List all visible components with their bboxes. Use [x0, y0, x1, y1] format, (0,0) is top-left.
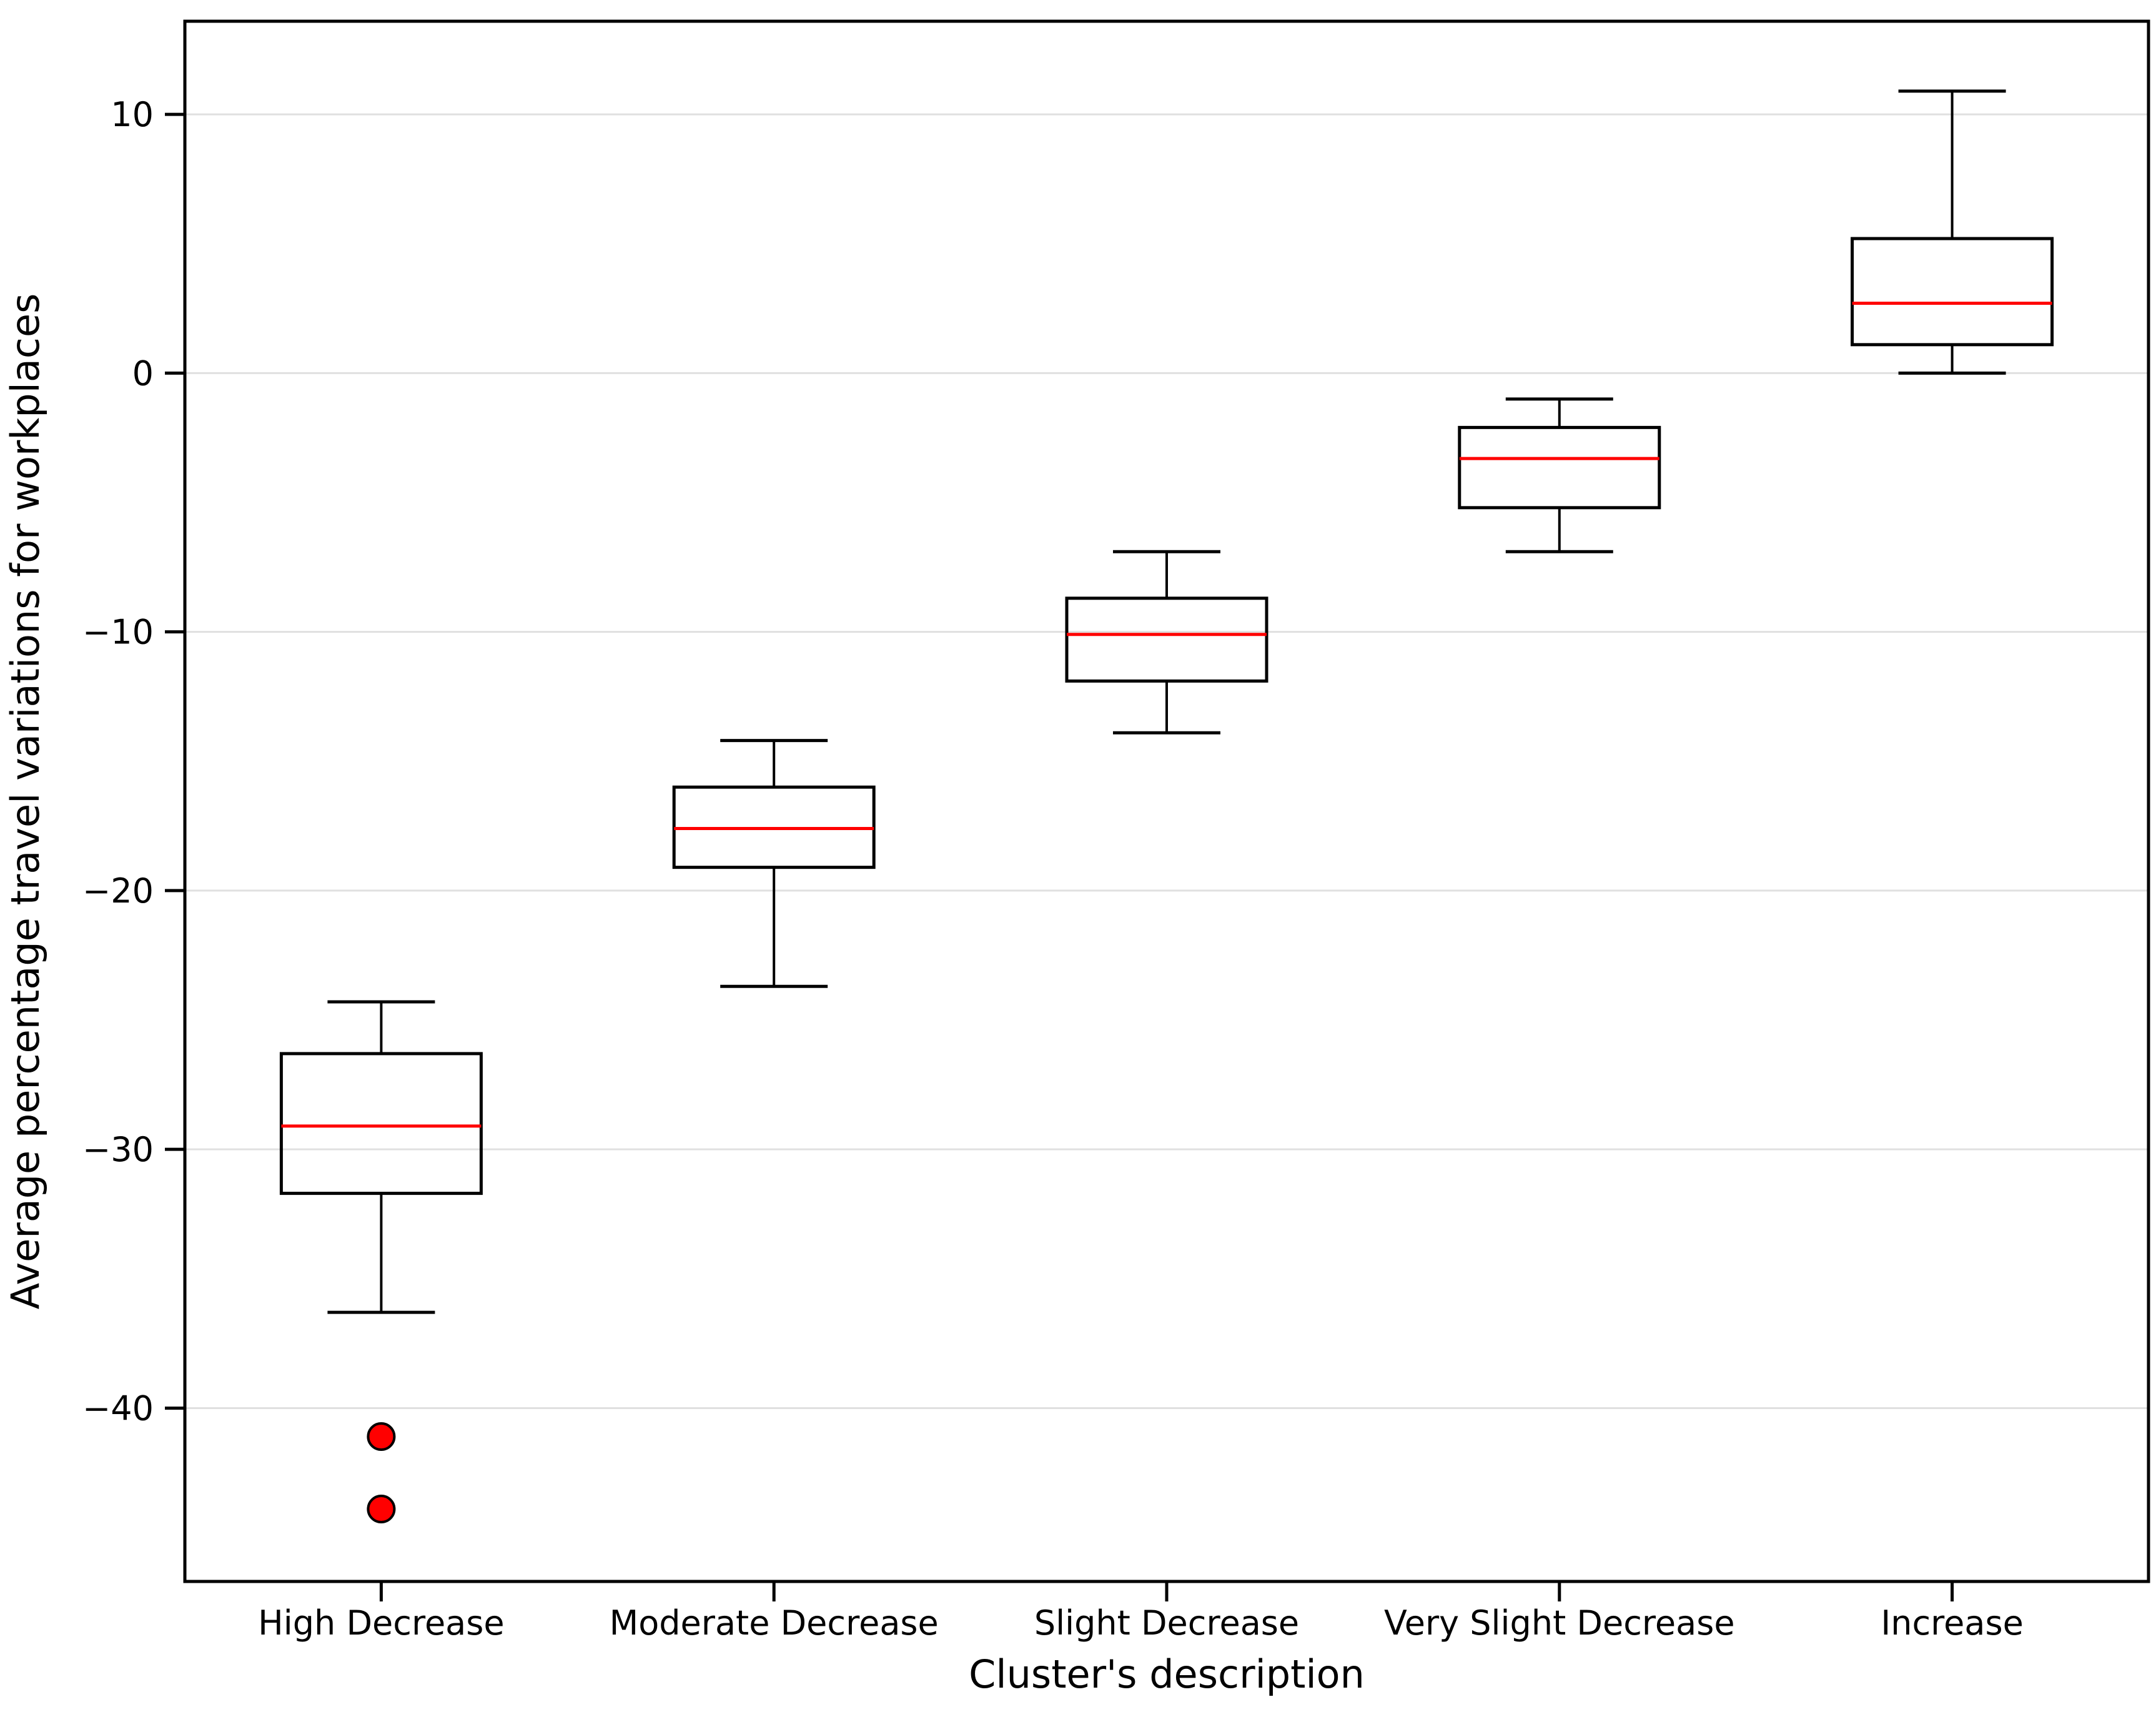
boxes-layer: [279, 89, 2054, 1524]
y-tick-label: −20: [82, 871, 154, 911]
x-axis-ticks: High Decrease Moderate Decrease Slight Dec…: [258, 1581, 2024, 1643]
y-tick-label: −10: [82, 613, 154, 652]
y-axis-title: Average percentage travel variations for…: [2, 294, 48, 1310]
y-axis-ticks: 10 0 −10 −20 −30 −40: [82, 95, 185, 1428]
x-tick-label-3: Very Slight Decrease: [1384, 1603, 1735, 1643]
iqr-box: [1851, 237, 2054, 347]
x-tick-label-2: Slight Decrease: [1034, 1603, 1299, 1643]
iqr-box: [279, 1052, 483, 1195]
y-tick-label: −40: [82, 1388, 154, 1428]
plot-frame: [183, 19, 2150, 1583]
gridlines-layer: [185, 113, 2149, 1409]
box-2: [1065, 550, 1268, 735]
x-tick-label-1: Moderate Decrease: [610, 1603, 939, 1643]
y-tick-label: −30: [82, 1130, 154, 1169]
x-tick-label-0: High Decrease: [258, 1603, 504, 1643]
box-1: [672, 739, 876, 988]
outlier-point: [367, 1495, 396, 1524]
box-0: [279, 1000, 483, 1524]
outlier-point: [367, 1422, 396, 1452]
iqr-box: [1065, 596, 1268, 683]
y-tick-label: 0: [132, 354, 154, 393]
box-4: [1851, 89, 2054, 375]
y-tick-label: 10: [111, 95, 154, 134]
box-3: [1458, 397, 1661, 553]
iqr-box: [1458, 425, 1661, 510]
x-tick-label-4: Increase: [1881, 1603, 2024, 1643]
x-axis-title: Cluster's description: [969, 1651, 1365, 1697]
